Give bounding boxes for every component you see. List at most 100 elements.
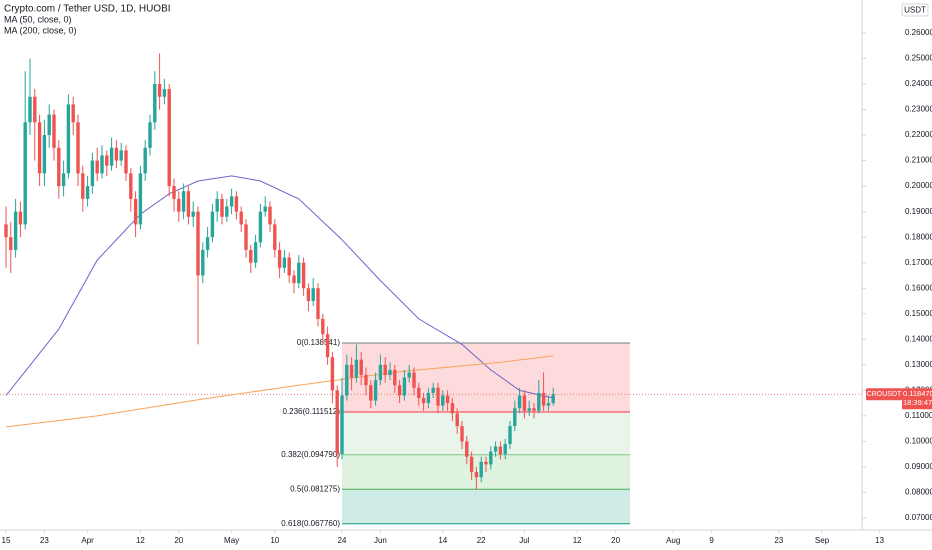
symbol-tag	[866, 388, 902, 401]
legend-entry: MA (50, close, 0)	[4, 14, 72, 24]
candle-body	[253, 242, 258, 263]
candle-body	[191, 211, 195, 217]
x-tick-label: 13	[875, 536, 884, 545]
countdown-label: 18:39:47	[903, 398, 932, 407]
x-tick-label: Jul	[519, 536, 529, 545]
candle-body	[133, 198, 138, 225]
candle-body	[85, 186, 90, 199]
candle-body	[13, 211, 18, 250]
candle-body	[138, 173, 143, 225]
candle-body	[287, 257, 291, 276]
candle-body	[239, 211, 243, 225]
candle-body	[282, 257, 287, 268]
candle-body	[421, 398, 426, 404]
candle-body	[397, 385, 402, 396]
candle-body	[522, 395, 527, 411]
plot-area: 0(0.138541) 0.236(0.111512) 0.382(0.094790…	[0, 53, 862, 528]
fib-label: 0.618(0.067760)	[281, 519, 340, 528]
candle-body	[301, 262, 306, 289]
x-tick-label: 12	[573, 536, 582, 545]
candle-body	[493, 446, 498, 452]
candle-body	[474, 472, 479, 478]
candle-body	[153, 83, 157, 123]
candle-body	[9, 237, 13, 250]
candle-body	[349, 364, 354, 378]
x-tick-label: 24	[338, 536, 347, 545]
fib-zone	[342, 412, 630, 455]
currency-box[interactable]	[901, 3, 929, 17]
x-tick-label: 14	[438, 536, 447, 545]
candle-body	[354, 359, 359, 378]
candle-body	[469, 456, 474, 473]
candle-body	[503, 443, 507, 455]
candle-body	[277, 249, 282, 268]
candle-body	[42, 135, 47, 174]
candle-body	[201, 249, 205, 276]
candle-body	[119, 150, 123, 161]
candle-body	[546, 403, 551, 406]
chart-title: Crypto.com / Tether USD, 1D, HUOBI	[4, 4, 171, 15]
candle-body	[225, 206, 229, 217]
candle-body	[441, 395, 445, 406]
candle-body	[100, 155, 104, 174]
candle-body	[498, 446, 503, 455]
candle-body	[210, 211, 215, 238]
candle-body	[479, 461, 483, 478]
candle-body	[460, 426, 464, 442]
candle-body	[340, 395, 344, 455]
x-tick-label: 23	[40, 536, 49, 545]
candle-body	[297, 262, 301, 284]
candle-body	[81, 173, 85, 199]
x-tick-label: 10	[270, 536, 279, 545]
currency-label[interactable]: USDT	[904, 6, 926, 15]
candle-body	[4, 224, 8, 238]
candle-body	[345, 364, 349, 396]
x-tick-label: 12	[136, 536, 145, 545]
candle-body	[181, 191, 186, 212]
candle-body	[508, 426, 512, 444]
candle-body	[76, 122, 80, 174]
fib-label: 0.5(0.081275)	[290, 484, 340, 493]
candle-body	[109, 147, 114, 166]
x-tick-label: Aug	[666, 536, 680, 545]
candle-body	[220, 198, 224, 217]
ma-line	[5, 175, 554, 399]
candle-body	[52, 114, 56, 148]
candle-body	[148, 122, 152, 148]
x-tick-label: Apr	[81, 536, 94, 545]
candle-body	[205, 237, 210, 250]
x-tick-label: 20	[174, 536, 183, 545]
candle-body	[393, 369, 397, 386]
candle-body	[436, 387, 440, 406]
candle-body	[90, 160, 95, 187]
fib-label: 0.236(0.111512)	[282, 407, 340, 416]
candle-body	[527, 408, 531, 411]
candle-body	[37, 122, 42, 174]
candle-body	[95, 160, 99, 174]
candle-body	[541, 392, 546, 406]
candle-body	[47, 114, 51, 136]
candle-body	[258, 211, 263, 243]
candle-body	[364, 375, 368, 386]
candle-body	[551, 394, 555, 404]
candle-body	[124, 150, 128, 174]
candle-body	[105, 155, 109, 166]
candle-body	[61, 173, 66, 187]
candle-body	[369, 385, 373, 401]
candle-body	[402, 377, 407, 396]
candle-body	[335, 390, 339, 455]
candle-body	[465, 441, 469, 457]
candle-body	[172, 186, 176, 199]
fib-zone	[342, 489, 630, 524]
candle-body	[177, 198, 181, 212]
